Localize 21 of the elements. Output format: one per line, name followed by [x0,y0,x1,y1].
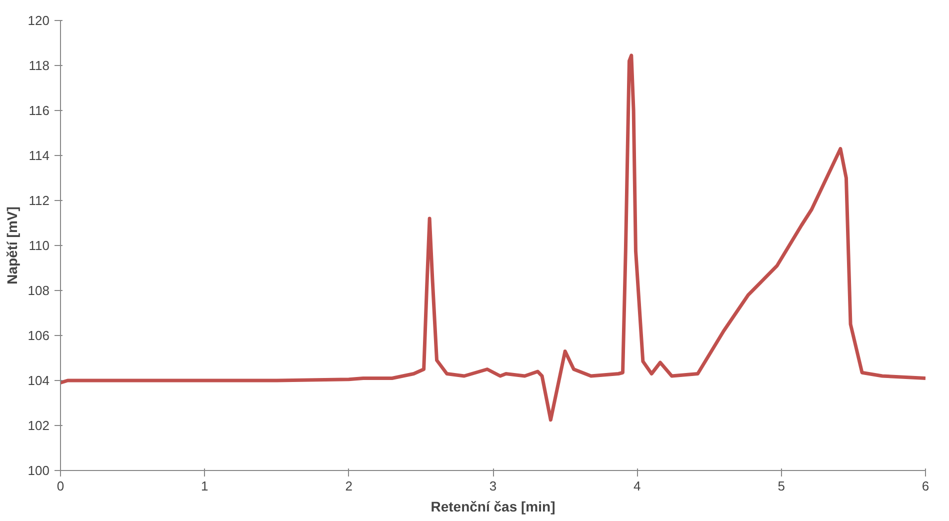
x-tick-label: 5 [778,478,785,494]
x-axis-title: Retenční čas [min] [430,498,556,514]
y-tick-label: 102 [28,418,50,433]
x-tick-label: 6 [922,478,930,494]
x-tick-label: 4 [634,478,641,494]
y-tick-label: 106 [28,328,50,343]
y-tick-label: 120 [28,13,50,28]
x-tick-label: 3 [489,478,497,494]
y-tick-label: 108 [28,283,50,298]
y-tick-label: 116 [28,103,50,118]
x-tick-label: 2 [345,478,352,494]
y-tick-label: 118 [28,58,50,73]
x-tick-label: 0 [56,478,64,494]
x-tick-label: 1 [201,478,208,494]
line-series [60,54,926,422]
y-axis-title: Napětí [mV] [4,206,20,284]
y-tick-label: 110 [28,238,50,253]
y-tick-label: 100 [28,463,50,478]
y-tick-label: 104 [28,373,50,388]
y-tick-label: 112 [28,193,50,208]
y-tick-label: 114 [28,148,50,163]
